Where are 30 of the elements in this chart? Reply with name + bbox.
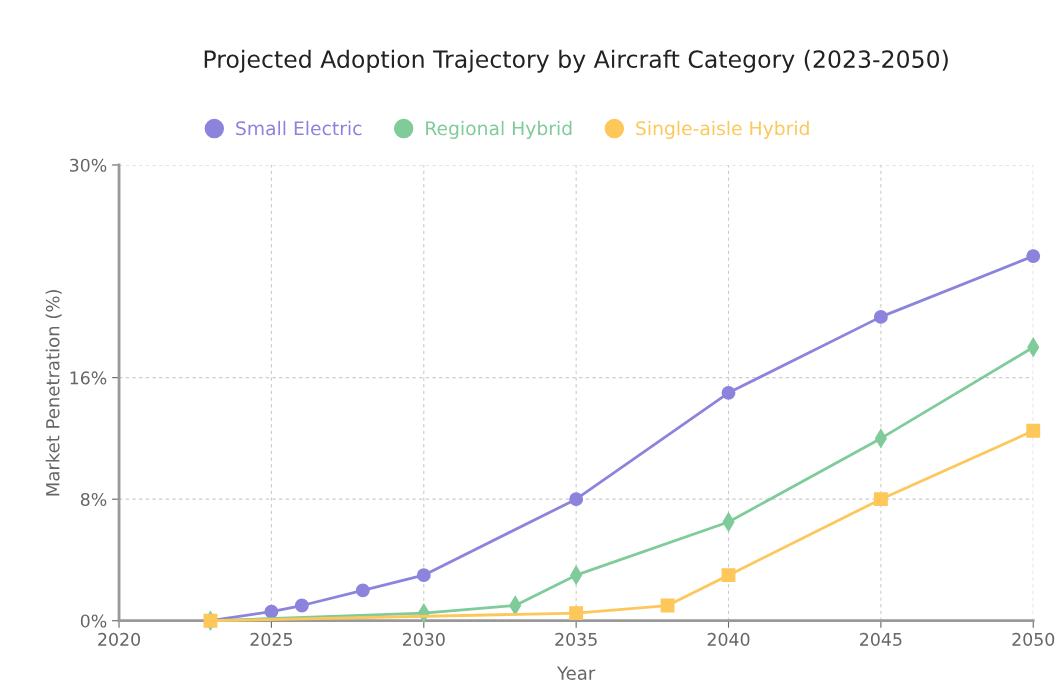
y-tick-label: 30% — [69, 158, 107, 172]
x-tick-label: 2040 — [707, 632, 750, 646]
point — [569, 492, 584, 507]
point — [416, 568, 431, 583]
x-tick-label: 2045 — [860, 632, 902, 646]
point — [1026, 423, 1041, 438]
legend-label: Single-aisle Hybrid — [636, 120, 809, 139]
x-tick-label: 2030 — [402, 632, 445, 646]
point — [721, 568, 736, 583]
y-tick-label: 0% — [80, 614, 107, 628]
point — [660, 598, 675, 613]
point — [873, 309, 888, 324]
x-tick-label: 2025 — [250, 632, 292, 646]
chart-title: Projected Adoption Trajectory by Aircraft Category (2023-2050) — [204, 49, 948, 73]
x-tick-label: 2020 — [98, 632, 140, 646]
point — [355, 583, 370, 598]
y-tick-label: 8% — [80, 492, 107, 507]
x-tick-label: 2035 — [555, 632, 597, 646]
y-tick-label: 16% — [70, 371, 107, 385]
legend-label: Small Electric — [236, 120, 362, 136]
x-tick-label: 2050 — [1012, 632, 1055, 646]
point — [569, 606, 584, 621]
point — [1026, 249, 1041, 264]
point — [294, 598, 309, 613]
y-axis-title: Market Penetration (%) — [45, 289, 62, 496]
point — [873, 492, 888, 507]
legend-label: Regional Hybrid — [426, 120, 572, 139]
point — [721, 385, 736, 400]
point — [264, 604, 279, 619]
x-axis-title: Year — [556, 666, 596, 680]
